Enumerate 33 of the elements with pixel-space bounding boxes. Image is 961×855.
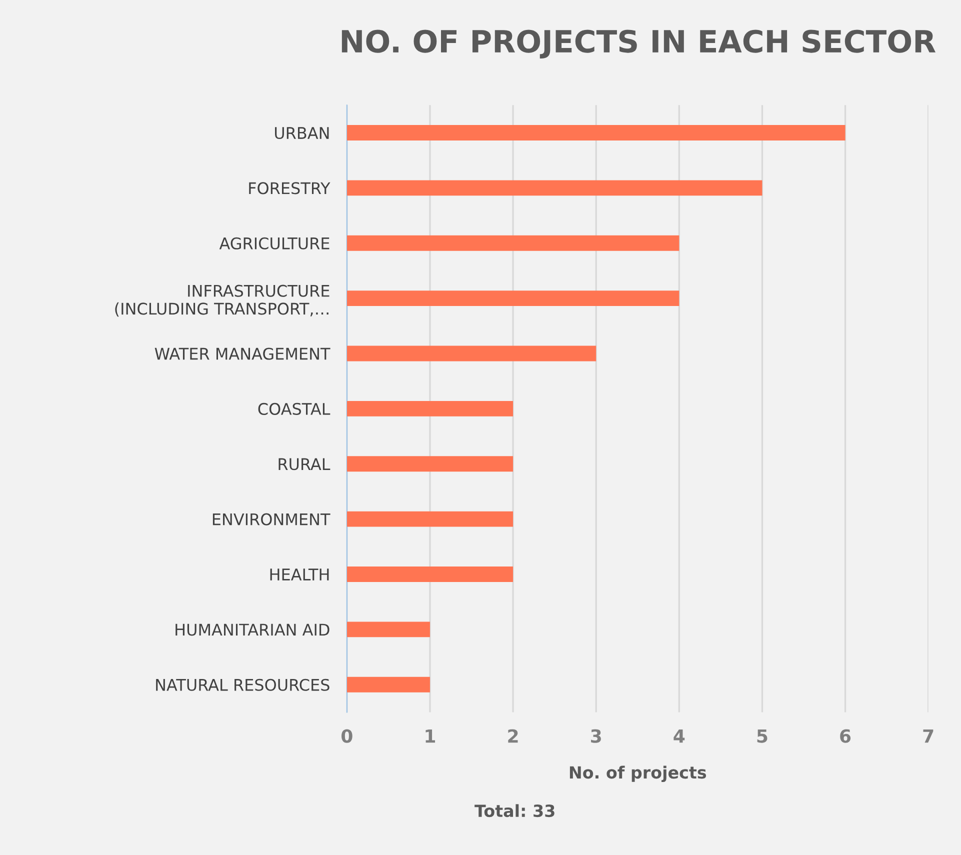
text: Total: 33 [474,804,554,818]
y-tick-label: AGRICULTURE [219,237,330,250]
bar [346,290,680,306]
x-tick-label: 6 [840,729,851,743]
bar [346,622,430,638]
x-tick-label: 1 [426,729,436,743]
y-tick-label: NATURAL RESOURCES [156,678,330,691]
y-tick-label: HEALTH [270,568,329,580]
x-tick-label: 7 [923,729,934,743]
y-tick-label: ENVIRONMENT [212,513,330,526]
bar [346,180,762,196]
bar [346,511,514,527]
chart-title: NO. OF PROJECTS IN EACH SECTOR [342,30,936,59]
y-tick-label: WATER MANAGEMENT [154,348,330,360]
y-tick-label: COASTAL [258,402,330,415]
x-tick-label: 4 [674,729,685,743]
y-tick-label: RURAL [278,458,330,470]
bar [346,235,680,251]
bar [346,456,514,472]
y-tick-label: INFRASTRUCTURE (INCLUDING TRANSPORT,… [115,284,330,317]
x-tick-label: 2 [508,729,518,743]
x-axis-title: No. of projects [570,766,706,782]
y-tick-label: HUMANITARIAN AID [176,624,330,636]
x-tick-label: 0 [342,729,352,743]
bar [346,400,514,416]
x-tick-label: 5 [757,729,768,743]
x-tick-label: 3 [591,729,601,743]
bar [346,125,846,140]
bar [346,346,596,362]
bar [346,566,514,582]
bar [346,676,430,692]
y-tick-label: URBAN [275,127,329,140]
y-tick-label: FORESTRY [249,182,330,194]
